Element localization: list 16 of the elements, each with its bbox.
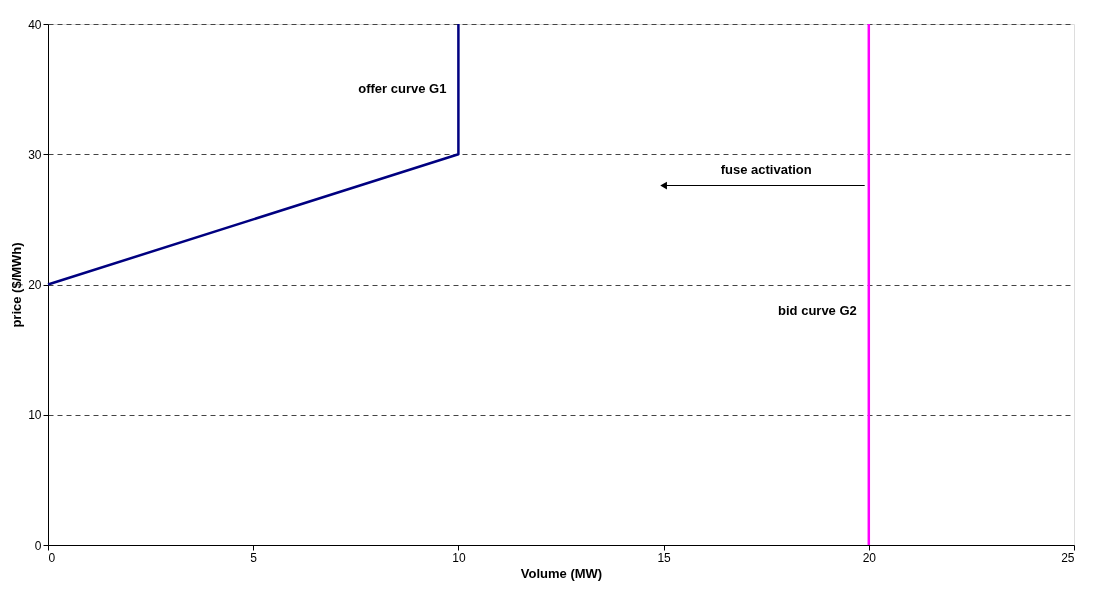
y-tick-label: 40	[28, 17, 42, 32]
x-axis-title: Volume (MW)	[520, 565, 603, 581]
y-tick-label: 10	[28, 408, 42, 423]
y-tick-label: 20	[28, 278, 42, 292]
y-tick-label: 0	[34, 538, 42, 553]
y-axis-title: price ($/MWh)	[9, 242, 25, 328]
x-tick-label: 10	[452, 550, 466, 565]
x-tick-label: 15	[657, 550, 672, 565]
x-tick-label: 20	[862, 550, 877, 565]
series-label: bid curve G2	[778, 302, 857, 318]
annotation: fuse activation	[720, 161, 812, 177]
x-tick-label: 25	[1061, 550, 1075, 565]
series-label: offer curve G1	[358, 81, 447, 97]
y-tick-label: 30	[28, 147, 42, 162]
x-tick-label: 5	[250, 550, 258, 565]
x-tick-label: 0	[48, 550, 56, 565]
